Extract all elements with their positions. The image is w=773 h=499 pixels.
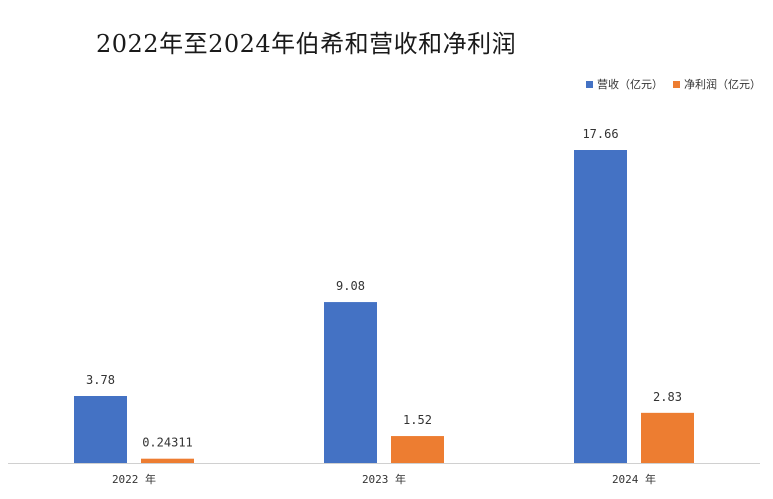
legend-label-revenue: 营收（亿元） [597,78,663,91]
bar-profit-0 [141,458,194,463]
bar-profit-2 [641,412,694,463]
data-label-revenue-2: 17.66 [582,127,618,141]
bar-profit-1 [391,436,444,463]
data-label-revenue-1: 9.08 [336,279,365,293]
x-tick-label-2: 2024 年 [612,472,656,486]
data-label-profit-2: 2.83 [653,390,682,404]
legend: 营收（亿元） 净利润（亿元） [586,76,761,92]
bar-revenue-1 [324,302,377,463]
legend-swatch-profit [673,80,680,88]
data-label-profit-0: 0.24311 [142,436,193,450]
bar-revenue-2 [574,150,627,463]
x-tick-label-1: 2023 年 [362,472,406,486]
chart-title: 2022年至2024年伯希和营收和净利润 [96,30,517,58]
data-label-profit-1: 1.52 [403,413,432,427]
data-label-revenue-0: 3.78 [86,373,115,387]
x-tick-label-0: 2022 年 [112,472,156,486]
legend-item-profit: 净利润（亿元） [673,76,761,92]
legend-label-profit: 净利润（亿元） [684,78,761,91]
bar-revenue-0 [74,396,127,463]
legend-item-revenue: 营收（亿元） [586,76,663,92]
legend-swatch-revenue [586,80,593,88]
